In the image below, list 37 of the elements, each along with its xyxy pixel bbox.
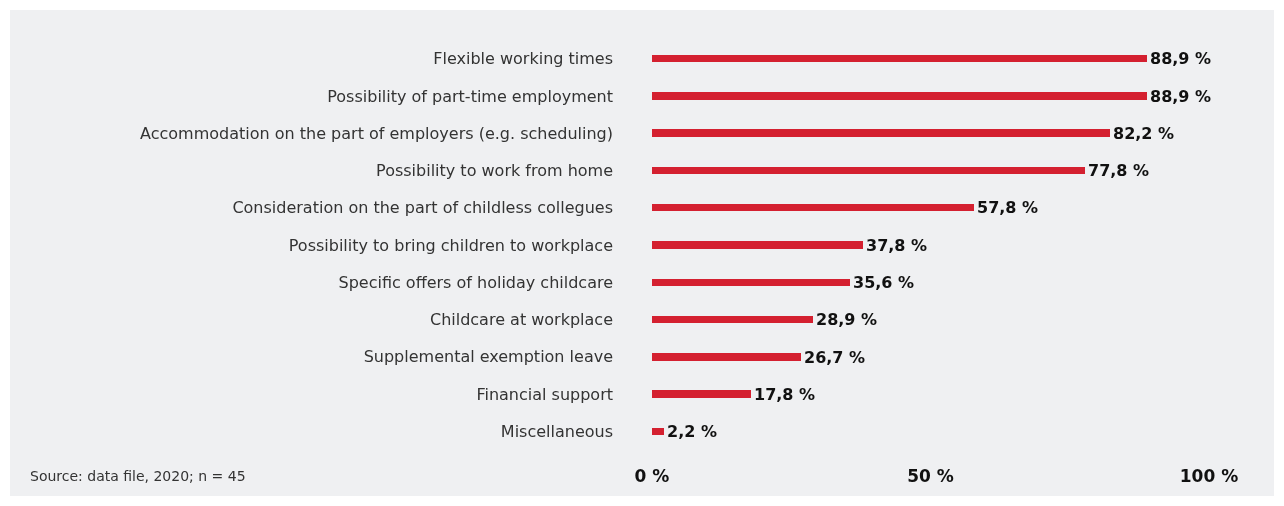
x-tick-label: 50 % — [907, 466, 954, 486]
bar — [652, 353, 801, 361]
y-tick-label: Possibility of part-time employment — [327, 86, 613, 106]
y-tick-label: Consideration on the part of childless collegues — [232, 198, 613, 218]
y-tick-label: Possibility to bring children to workplace — [288, 235, 613, 255]
y-tick-label: Miscellaneous — [500, 421, 613, 441]
bar — [652, 55, 1147, 62]
bar — [652, 129, 1110, 137]
bar — [652, 241, 863, 249]
data-label: 88,9 % — [1150, 49, 1212, 68]
bar — [652, 167, 1085, 174]
y-tick-label: Financial support — [476, 384, 613, 404]
data-label: 2,2 % — [667, 422, 717, 441]
y-tick-label: Possibility to work from home — [376, 161, 613, 181]
data-label: 28,9 % — [816, 310, 878, 329]
data-label: 37,8 % — [866, 235, 928, 255]
y-tick-label: Specific offers of holiday childcare — [338, 272, 613, 292]
bar — [652, 204, 974, 211]
x-tick-label: 100 % — [1179, 466, 1239, 486]
data-label: 35,6 % — [853, 273, 915, 292]
data-label: 17,8 % — [754, 384, 816, 404]
data-label: 82,2 % — [1113, 123, 1175, 143]
y-tick-label: Childcare at workplace — [429, 310, 613, 330]
data-label: 26,7 % — [804, 347, 866, 367]
bar — [652, 390, 751, 398]
x-tick-label: 0 % — [634, 466, 670, 486]
bar — [652, 428, 664, 435]
bar — [652, 279, 850, 286]
data-label: 77,8 % — [1088, 161, 1150, 180]
data-label: 57,8 % — [977, 198, 1039, 217]
data-label: 88,9 % — [1150, 86, 1212, 106]
source-note: Source: data file, 2020; n = 45 — [30, 468, 246, 484]
y-tick-label: Accommodation on the part of employers (e.g. scheduling) — [140, 123, 613, 143]
y-tick-label: Flexible working times — [433, 49, 613, 69]
bar — [652, 92, 1147, 100]
bar — [652, 316, 813, 323]
y-tick-label: Supplemental exemption leave — [363, 347, 613, 367]
